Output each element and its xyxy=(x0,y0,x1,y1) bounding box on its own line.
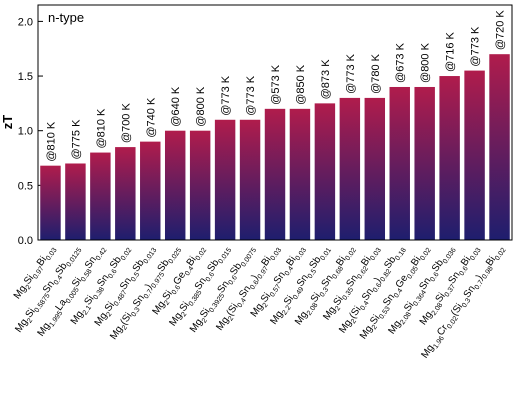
bar-annotation: @773 K xyxy=(245,75,257,116)
bar-annotation: @780 K xyxy=(370,53,382,94)
bar xyxy=(414,86,435,240)
bar-annotation: @873 K xyxy=(320,59,332,100)
bar-annotation: @673 K xyxy=(395,42,407,83)
y-tick-label: 2.0 xyxy=(18,16,33,28)
chart-title: n-type xyxy=(48,10,84,25)
plot-frame xyxy=(37,4,513,241)
y-tick-label: 1.0 xyxy=(18,126,33,138)
y-axis-label: zT xyxy=(0,115,15,130)
bar xyxy=(239,119,261,240)
bar xyxy=(90,152,111,240)
bar-annotation: @810 K xyxy=(95,108,107,149)
bar-annotation: @800 K xyxy=(195,86,207,127)
bar xyxy=(364,97,386,240)
bar xyxy=(115,147,136,240)
bar xyxy=(40,165,61,240)
bar xyxy=(264,108,286,240)
bar-annotation: @773 K xyxy=(220,75,232,116)
bar-annotation: @850 K xyxy=(295,64,307,105)
bar-annotation: @720 K xyxy=(495,10,507,51)
bar-annotation: @800 K xyxy=(420,42,432,83)
bar xyxy=(489,54,510,240)
bar-annotation: @810 K xyxy=(45,121,57,162)
bar xyxy=(189,130,211,240)
bar xyxy=(339,97,361,240)
bar xyxy=(140,141,161,240)
bar-annotation: @740 K xyxy=(145,97,157,138)
bar xyxy=(464,70,485,241)
y-tick-label: 1.5 xyxy=(18,71,33,83)
bar-annotation: @573 K xyxy=(270,64,282,105)
y-tick-label: 0.0 xyxy=(18,235,33,247)
bar-annotation: @700 K xyxy=(120,103,132,144)
bar-annotation: @640 K xyxy=(170,86,182,127)
bar xyxy=(214,119,236,240)
bar xyxy=(389,86,410,240)
x-tick-label: Mg2Si0.97Bi0.03 xyxy=(12,243,59,302)
bar xyxy=(289,108,311,240)
x-tick-label: Mg2.08Si0.37Sn0.6Bi0.03 xyxy=(418,243,483,328)
bar-annotation: @716 K xyxy=(445,31,457,72)
bar xyxy=(164,130,186,240)
bar xyxy=(439,76,460,240)
y-tick-label: 0.5 xyxy=(18,180,33,192)
bar-annotation: @775 K xyxy=(70,119,82,160)
bar-annotation: @773 K xyxy=(470,26,482,67)
bar xyxy=(314,103,336,240)
bar xyxy=(65,163,86,240)
bar-annotation: @773 K xyxy=(345,53,357,94)
